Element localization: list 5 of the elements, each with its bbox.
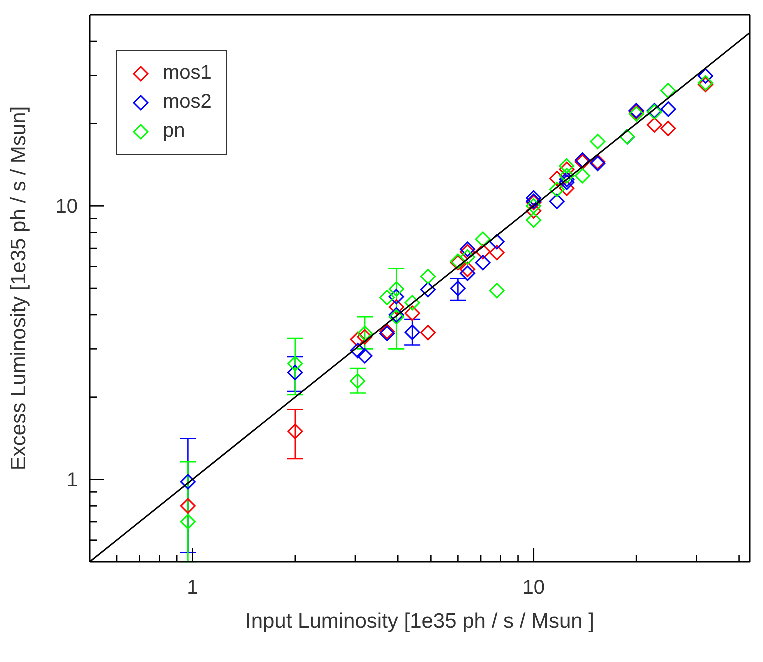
- legend-label: mos2: [163, 91, 212, 114]
- y-axis-title: Excess Luminosity [1e35 ph / s / Msun]: [7, 106, 30, 471]
- x-axis-title: Input Luminosity [1e35 ph / s / Msun ]: [245, 610, 595, 633]
- legend-label: mos1: [163, 62, 212, 85]
- legend-label: pn: [163, 120, 186, 143]
